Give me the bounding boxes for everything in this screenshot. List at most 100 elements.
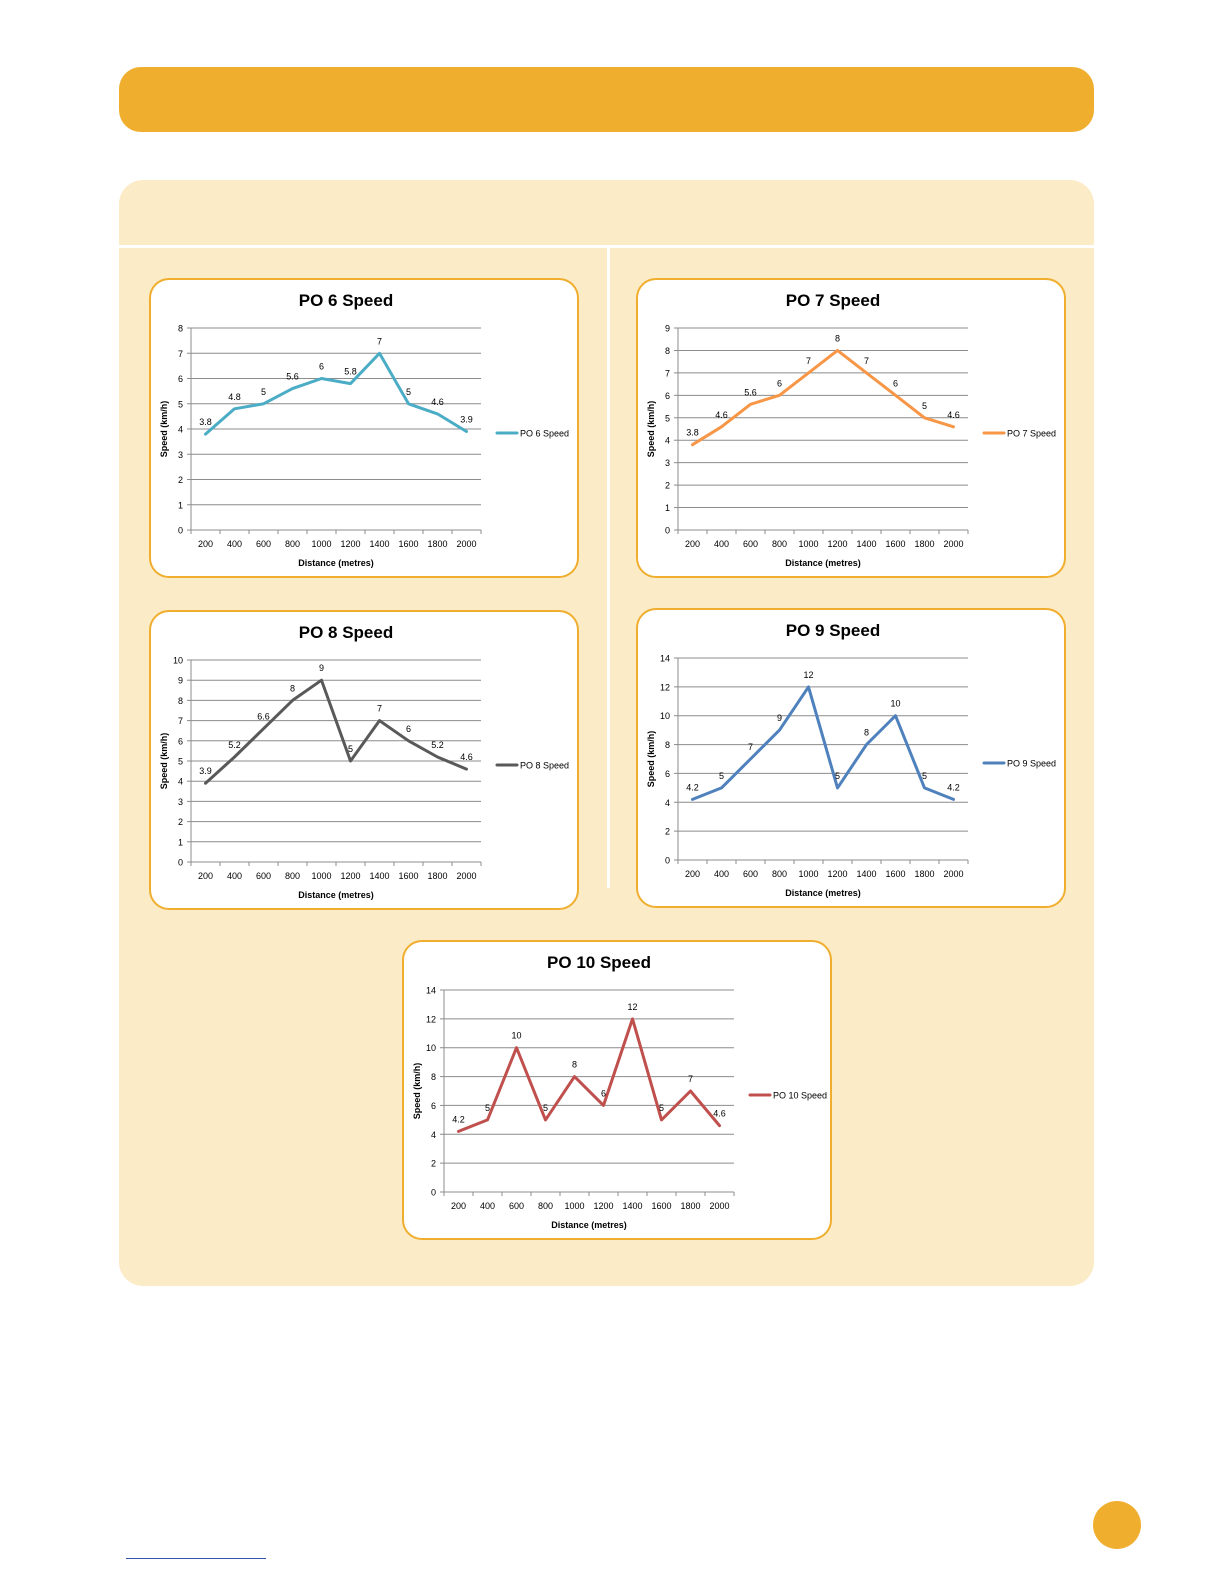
x-tick-label: 2000	[943, 539, 963, 549]
x-tick-label: 1600	[885, 539, 905, 549]
data-label: 6	[406, 724, 411, 734]
data-label: 6	[601, 1088, 606, 1098]
chart-title: PO 7 Speed	[786, 291, 880, 310]
x-tick-label: 1000	[798, 869, 818, 879]
series-line-po9	[691, 685, 955, 801]
data-label: 5.2	[431, 740, 444, 750]
x-axis-title: Distance (metres)	[298, 890, 374, 900]
data-label: 5	[261, 387, 266, 397]
chart-card-po9: PO 9 Speed 0 2 4 6 8 10 12 14 200 400 600 800 1000 120…	[636, 608, 1066, 908]
panel-divider-horizontal	[119, 245, 1094, 248]
y-tick-label: 10	[173, 656, 183, 666]
y-tick-label: 6	[431, 1101, 436, 1111]
y-tick-label: 6	[178, 374, 183, 384]
y-tick-label: 3	[178, 450, 183, 460]
data-label: 4.8	[228, 392, 241, 402]
data-label: 5	[485, 1103, 490, 1113]
data-label: 4.6	[713, 1109, 726, 1119]
x-tick-label: 1400	[856, 869, 876, 879]
x-tick-label: 2000	[456, 871, 476, 881]
y-tick-label: 7	[665, 368, 670, 378]
data-label: 8	[835, 333, 840, 343]
y-tick-label: 2	[431, 1159, 436, 1169]
data-label: 8	[290, 683, 295, 693]
x-tick-label: 1200	[827, 539, 847, 549]
data-label: 5.8	[344, 367, 357, 377]
y-tick-label: 5	[178, 399, 183, 409]
x-tick-label: 800	[772, 539, 787, 549]
y-tick-label: 14	[660, 654, 670, 664]
data-label: 6	[319, 362, 324, 372]
data-label: 4.6	[947, 410, 960, 420]
y-axis-title: Speed (km/h)	[159, 401, 169, 458]
x-tick-label: 1400	[856, 539, 876, 549]
y-tick-label: 2	[178, 817, 183, 827]
x-tick-label: 600	[743, 869, 758, 879]
data-label: 3.9	[460, 415, 473, 425]
chart-title: PO 8 Speed	[299, 623, 393, 642]
x-tick-label: 400	[227, 871, 242, 881]
chart-title: PO 10 Speed	[547, 953, 651, 972]
x-tick-label: 2000	[709, 1201, 729, 1211]
data-label: 9	[777, 713, 782, 723]
x-tick-label: 2000	[943, 869, 963, 879]
y-axis-title: Speed (km/h)	[159, 733, 169, 790]
x-tick-label: 800	[285, 871, 300, 881]
data-label: 8	[864, 728, 869, 738]
x-tick-label: 600	[256, 539, 271, 549]
y-tick-label: 9	[665, 324, 670, 334]
data-label: 6	[893, 378, 898, 388]
y-tick-label: 0	[431, 1188, 436, 1198]
x-tick-label: 200	[198, 871, 213, 881]
series-line-po7	[691, 348, 955, 447]
header-bar	[119, 67, 1094, 132]
x-tick-label: 400	[714, 539, 729, 549]
y-tick-label: 3	[665, 458, 670, 468]
data-label: 12	[627, 1002, 637, 1012]
y-tick-label: 4	[665, 436, 670, 446]
chart-svg-po10: PO 10 Speed 0 2 4 6 8 10 12 14 200 400 600 800 1000 12…	[412, 953, 827, 1230]
x-tick-label: 800	[538, 1201, 553, 1211]
y-tick-label: 0	[178, 526, 183, 536]
x-tick-label: 1000	[311, 871, 331, 881]
x-tick-label: 800	[285, 539, 300, 549]
y-tick-label: 14	[426, 986, 436, 996]
legend-label: PO 9 Speed	[1007, 759, 1056, 769]
y-axis-title: Speed (km/h)	[646, 401, 656, 458]
data-label: 3.8	[199, 417, 212, 427]
y-tick-label: 6	[665, 391, 670, 401]
data-label: 4.6	[431, 397, 444, 407]
y-tick-label: 8	[178, 696, 183, 706]
data-label: 10	[890, 699, 900, 709]
y-tick-label: 4	[178, 425, 183, 435]
legend-label: PO 8 Speed	[520, 761, 569, 771]
data-label: 4.2	[686, 782, 699, 792]
data-label: 10	[511, 1031, 521, 1041]
legend-label: PO 7 Speed	[1007, 429, 1056, 439]
y-tick-label: 3	[178, 797, 183, 807]
x-tick-label: 1400	[369, 539, 389, 549]
data-label: 3.8	[686, 428, 699, 438]
data-label: 12	[803, 670, 813, 680]
x-tick-label: 1600	[398, 539, 418, 549]
x-tick-label: 1400	[622, 1201, 642, 1211]
page-number-badge	[1093, 1501, 1141, 1549]
chart-svg-po7: PO 7 Speed 0 1 2 3 4 5 6 7 8 9 200 400 600 800 1000 1200…	[646, 291, 1056, 568]
y-tick-label: 1	[178, 500, 183, 510]
y-tick-label: 7	[178, 349, 183, 359]
x-axis-title: Distance (metres)	[551, 1220, 627, 1230]
data-label: 7	[688, 1074, 693, 1084]
y-tick-label: 10	[426, 1043, 436, 1053]
x-tick-label: 1800	[427, 871, 447, 881]
x-tick-label: 800	[772, 869, 787, 879]
legend-label: PO 10 Speed	[773, 1091, 827, 1101]
series-line-po8	[204, 678, 468, 785]
data-label: 5	[406, 387, 411, 397]
x-tick-label: 200	[685, 539, 700, 549]
data-label: 4.6	[460, 752, 473, 762]
data-label: 5	[719, 771, 724, 781]
x-tick-label: 1800	[914, 539, 934, 549]
x-tick-label: 1000	[798, 539, 818, 549]
data-label: 4.6	[715, 410, 728, 420]
chart-card-po8: PO 8 Speed 0 1 2 3 4 5 6 7 8 9 10 200 400 600 800 1000 12…	[149, 610, 579, 910]
